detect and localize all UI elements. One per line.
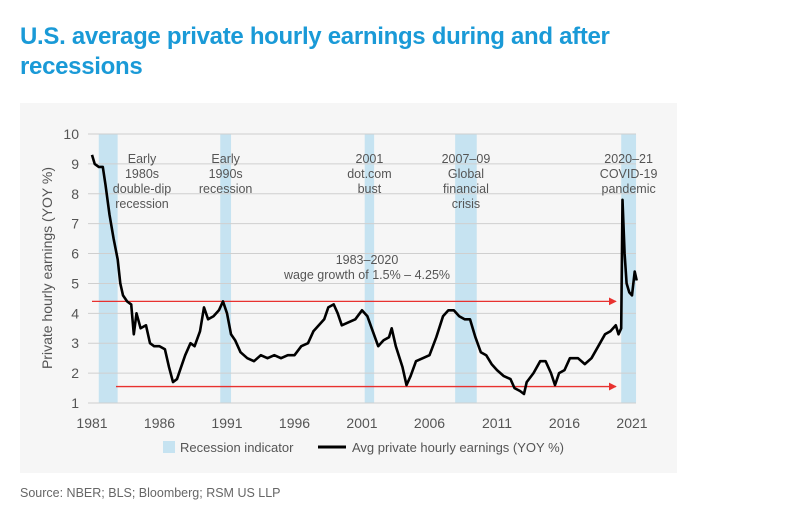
recession-label: financial: [443, 182, 489, 196]
legend: Recession indicator Avg private hourly e…: [163, 440, 564, 455]
source-note: Source: NBER; BLS; Bloomberg; RSM US LLP: [20, 486, 281, 500]
y-tick-label: 5: [71, 275, 79, 291]
x-tick-label: 2021: [616, 415, 647, 431]
legend-series-label: Avg private hourly earnings (YOY %): [352, 440, 564, 455]
recession-label: Global: [448, 167, 484, 181]
legend-recession-swatch: [163, 441, 175, 453]
recession-label: Early: [128, 152, 157, 166]
y-axis-label: Private hourly earnings (YOY %): [39, 167, 55, 369]
y-tick-label: 10: [63, 126, 79, 142]
legend-recession-label: Recession indicator: [180, 440, 294, 455]
recession-band: [621, 134, 637, 403]
y-tick-label: 6: [71, 246, 79, 262]
x-tick-label: 1991: [211, 415, 242, 431]
recession-label: pandemic: [602, 182, 656, 196]
y-tick-label: 3: [71, 335, 79, 351]
recession-label: crisis: [452, 197, 480, 211]
recession-band: [455, 134, 477, 403]
recession-label: double-dip: [113, 182, 171, 196]
recession-label: 1990s: [209, 167, 243, 181]
recession-label: recession: [115, 197, 169, 211]
recession-label: dot.com: [347, 167, 391, 181]
chart-title: U.S. average private hourly earnings dur…: [20, 23, 610, 80]
recession-label: 2020–21: [604, 152, 653, 166]
recession-band: [98, 134, 118, 403]
recession-band: [364, 134, 375, 403]
x-tick-label: 2006: [414, 415, 445, 431]
chart-panel: [20, 103, 677, 473]
x-tick-label: 1981: [76, 415, 107, 431]
y-tick-label: 2: [71, 365, 79, 381]
recession-label: Early: [211, 152, 240, 166]
band-annotation: 1983–2020 wage growth of 1.5% – 4.25%: [283, 253, 450, 282]
x-tick-label: 2016: [549, 415, 580, 431]
recession-label: bust: [358, 182, 382, 196]
y-tick-label: 8: [71, 186, 79, 202]
recession-label: COVID-19: [600, 167, 658, 181]
earnings-series-line: [90, 154, 638, 396]
recession-label: recession: [199, 182, 253, 196]
band-annotation-line2: wage growth of 1.5% – 4.25%: [283, 268, 450, 282]
x-tick-label: 2011: [482, 415, 512, 431]
y-tick-label: 9: [71, 156, 79, 172]
y-tick-label: 4: [71, 305, 79, 321]
x-tick-label: 1986: [144, 415, 175, 431]
x-tick-label: 2001: [346, 415, 377, 431]
y-tick-label: 1: [71, 395, 79, 411]
x-tick-label: 1996: [279, 415, 310, 431]
recession-band: [220, 134, 232, 403]
recession-label: 1980s: [125, 167, 159, 181]
recession-label: 2007–09: [442, 152, 491, 166]
y-tick-label: 7: [71, 216, 79, 232]
recession-label: 2001: [356, 152, 384, 166]
band-annotation-line1: 1983–2020: [336, 253, 399, 267]
